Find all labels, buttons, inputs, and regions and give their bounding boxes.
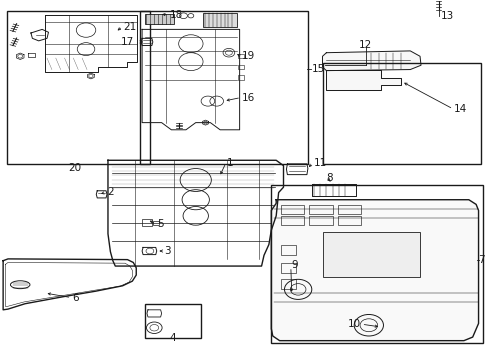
Text: 5: 5	[157, 219, 163, 229]
Bar	[281, 279, 295, 289]
Text: 15: 15	[311, 64, 325, 74]
Text: 6: 6	[72, 293, 79, 303]
Text: 12: 12	[358, 40, 371, 50]
Bar	[203, 13, 237, 27]
Bar	[6, 12, 150, 164]
Text: 17: 17	[121, 37, 134, 47]
Text: 3: 3	[164, 246, 171, 256]
Bar	[238, 64, 244, 69]
Bar	[281, 245, 295, 255]
Text: 18: 18	[169, 10, 183, 20]
Bar	[309, 216, 332, 225]
Text: 2: 2	[107, 187, 113, 197]
Bar	[238, 54, 244, 58]
Text: 8: 8	[325, 173, 332, 183]
Bar	[144, 14, 173, 24]
Bar	[271, 185, 483, 343]
Text: 16: 16	[242, 93, 255, 103]
Polygon shape	[322, 51, 420, 71]
Bar	[322, 232, 419, 277]
Text: 4: 4	[169, 333, 175, 343]
Text: 11: 11	[313, 158, 326, 168]
Bar	[337, 216, 360, 225]
Text: 13: 13	[440, 11, 453, 21]
Bar	[144, 304, 200, 338]
Bar	[337, 206, 360, 214]
Bar	[238, 75, 244, 80]
Polygon shape	[326, 69, 400, 90]
Text: 21: 21	[123, 22, 137, 32]
Text: 9: 9	[291, 260, 298, 270]
Bar	[153, 221, 158, 225]
Text: 7: 7	[477, 255, 484, 265]
Bar	[140, 12, 307, 164]
Bar	[309, 206, 332, 214]
Bar	[281, 206, 304, 214]
Text: 1: 1	[226, 158, 233, 168]
Text: 19: 19	[241, 51, 254, 61]
Text: 20: 20	[68, 163, 81, 173]
Bar	[142, 220, 152, 226]
Bar	[281, 216, 304, 225]
Polygon shape	[271, 200, 478, 341]
Bar	[322, 63, 480, 164]
Text: 14: 14	[453, 104, 467, 114]
Bar	[281, 263, 295, 273]
Text: 10: 10	[346, 319, 360, 329]
